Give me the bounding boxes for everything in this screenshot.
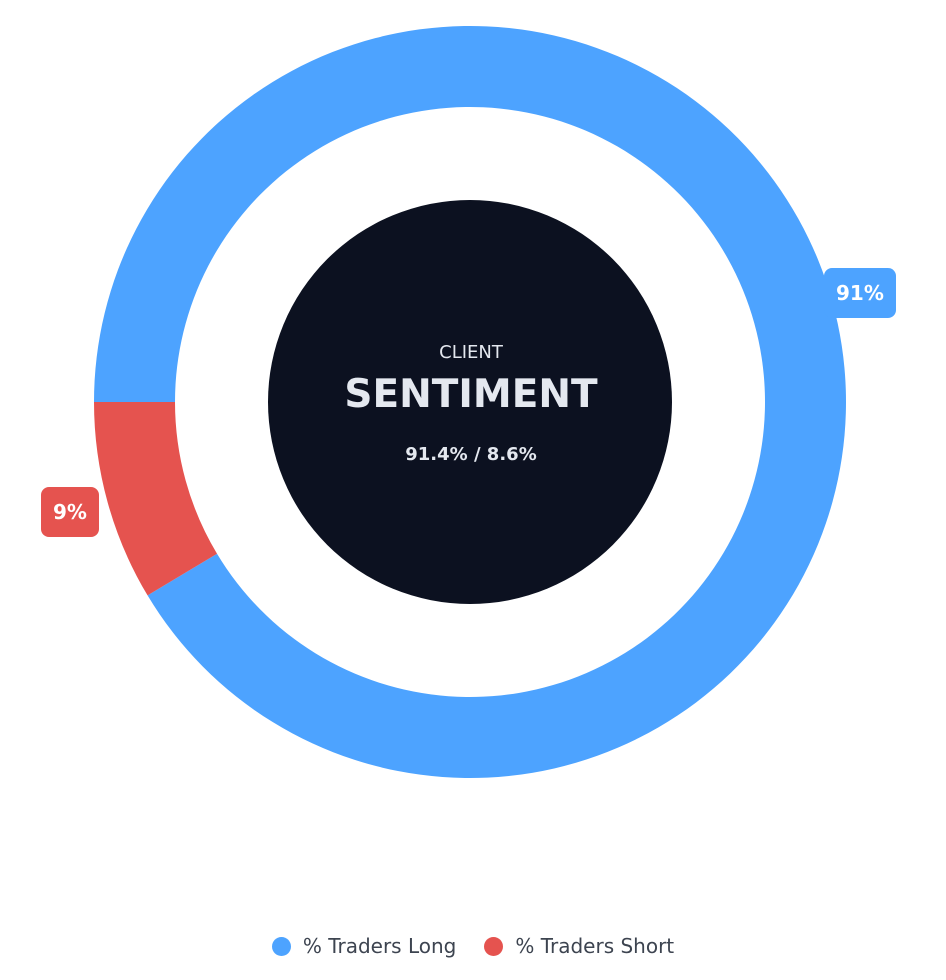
center-kicker: CLIENT xyxy=(439,342,503,363)
legend-item-short[interactable]: % Traders Short xyxy=(484,934,674,958)
chart-legend: % Traders Long % Traders Short xyxy=(0,934,946,958)
data-label-short: 9% xyxy=(41,487,99,537)
center-disc xyxy=(268,200,672,604)
donut-slice-short[interactable] xyxy=(94,402,218,596)
data-label-long: 91% xyxy=(824,268,896,318)
center-ratio: 91.4% / 8.6% xyxy=(405,444,537,465)
donut-slices xyxy=(94,25,846,778)
legend-swatch-long xyxy=(271,936,291,956)
legend-swatch-short xyxy=(484,936,504,956)
legend-label-short: % Traders Short xyxy=(515,934,675,958)
legend-label-long: % Traders Long xyxy=(302,934,457,958)
center-title: SENTIMENT xyxy=(344,372,598,417)
legend-item-long[interactable]: % Traders Long xyxy=(271,934,457,958)
